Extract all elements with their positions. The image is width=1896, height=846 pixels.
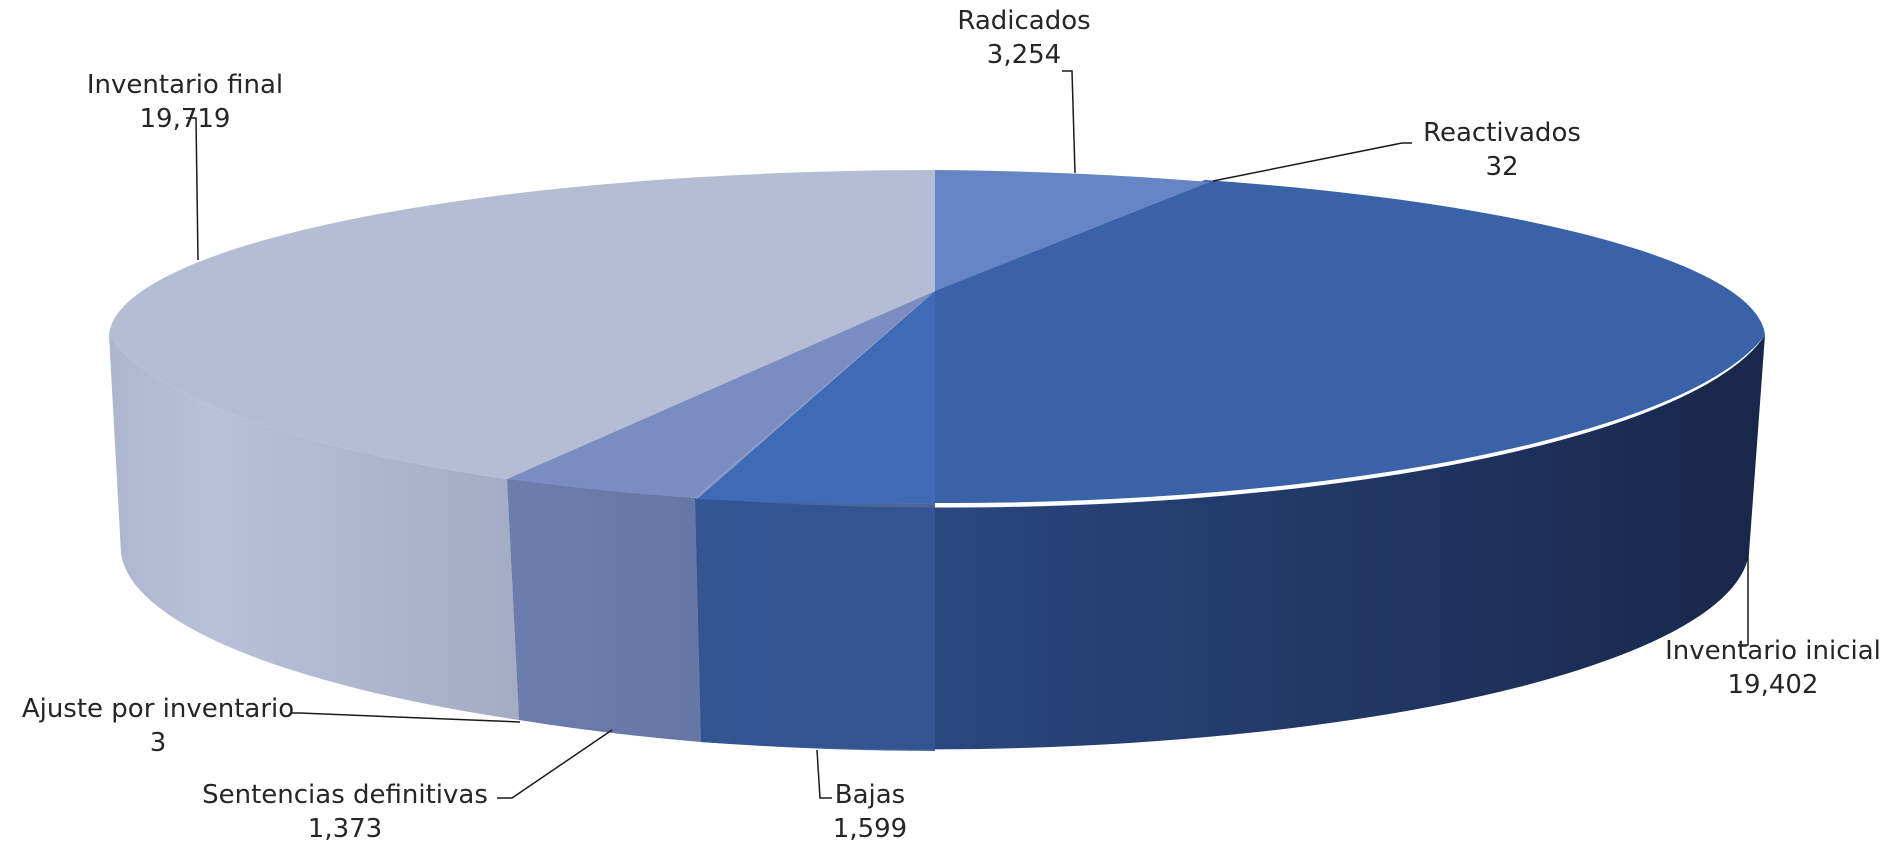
label-ajuste-por-inventario-name: Ajuste por inventario: [21, 694, 295, 724]
label-sentencias-definitivas-value: 1,373: [307, 814, 383, 844]
slice-side-bajas: [695, 498, 935, 751]
label-bajas-name: Bajas: [834, 780, 906, 810]
label-inventario-inicial-name: Inventario inicial: [1665, 636, 1881, 666]
label-radicados-value: 3,254: [986, 40, 1062, 70]
leader-lines: [186, 70, 1749, 799]
leader-line-sentencias: [497, 729, 613, 799]
label-bajas-value: 1,599: [832, 814, 908, 844]
leader-line-inventario-inicial: [1738, 553, 1749, 646]
label-reactivados-name: Reactivados: [1423, 118, 1581, 148]
slice-ajuste-por-inventario: [695, 291, 935, 499]
slice-inventario-inicial: [935, 180, 1765, 504]
label-ajuste-por-inventario-value: 3: [149, 728, 167, 758]
label-radicados-name: Radicados: [957, 6, 1091, 36]
label-reactivados: Reactivados 32: [1402, 116, 1602, 184]
label-radicados: Radicados 3,254: [924, 4, 1124, 72]
slice-radicados: [935, 170, 1210, 291]
label-inventario-final-name: Inventario final: [86, 70, 284, 100]
label-inventario-inicial-value: 19,402: [1727, 670, 1819, 700]
slice-side-sentencias: [507, 479, 701, 742]
slice-sentencias-definitivas: [507, 291, 935, 498]
label-reactivados-value: 32: [1485, 152, 1519, 182]
label-bajas: Bajas 1,599: [810, 778, 930, 846]
leader-line-radicados: [1062, 70, 1076, 174]
label-sentencias-definitivas: Sentencias definitivas 1,373: [195, 778, 495, 846]
label-inventario-final-value: 19,719: [139, 104, 231, 134]
leader-line-bajas: [816, 749, 832, 799]
label-inventario-final: Inventario final 19,719: [75, 68, 295, 136]
slice-side-inventario-inicial: [695, 335, 1765, 750]
slice-bajas: [697, 291, 935, 504]
slice-inventario-final: [109, 170, 935, 479]
leader-line-reactivados: [1212, 142, 1412, 182]
label-inventario-inicial: Inventario inicial 19,402: [1658, 634, 1888, 702]
label-ajuste-por-inventario: Ajuste por inventario 3: [8, 692, 308, 760]
label-sentencias-definitivas-name: Sentencias definitivas: [202, 780, 488, 810]
leader-line-inventario-final: [186, 117, 199, 261]
slice-side-inventario-final: [109, 335, 519, 720]
leader-line-ajuste: [290, 712, 521, 723]
